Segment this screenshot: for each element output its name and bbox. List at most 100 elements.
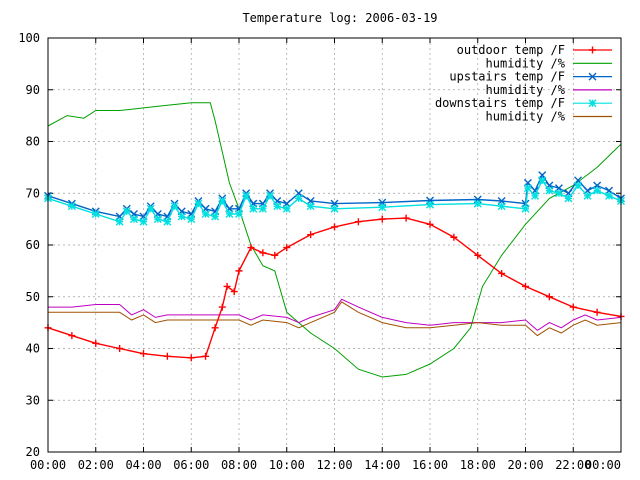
data-point xyxy=(283,244,291,252)
series-3 xyxy=(48,298,622,332)
data-point xyxy=(163,352,171,360)
legend-item: humidity /% xyxy=(486,56,612,70)
series-layer xyxy=(44,102,625,378)
data-point xyxy=(230,288,238,296)
y-tick-label: 30 xyxy=(26,393,40,407)
data-point xyxy=(235,209,243,218)
legend-item: humidity /% xyxy=(486,110,612,124)
series-line xyxy=(48,301,622,337)
x-tick-label: 22:00 xyxy=(555,458,591,472)
data-point xyxy=(474,251,482,259)
data-point xyxy=(564,194,573,203)
x-tick-label: 08:00 xyxy=(221,458,257,472)
data-point xyxy=(225,209,234,218)
y-tick-label: 80 xyxy=(26,135,40,149)
data-point xyxy=(218,303,226,311)
data-point xyxy=(306,202,315,211)
data-point xyxy=(307,231,315,239)
data-point xyxy=(522,282,529,290)
y-tick-label: 40 xyxy=(26,342,40,356)
data-point xyxy=(91,209,100,218)
data-point xyxy=(554,189,563,198)
data-point xyxy=(235,267,243,275)
data-point xyxy=(258,204,267,213)
data-point xyxy=(170,202,179,211)
data-point xyxy=(223,282,231,290)
plot-frame xyxy=(47,37,622,453)
data-point xyxy=(330,204,339,213)
y-tick-label: 90 xyxy=(26,83,40,97)
data-point xyxy=(249,204,258,213)
y-tick-label: 100 xyxy=(18,31,40,45)
data-point xyxy=(247,244,255,252)
series-line xyxy=(47,178,622,223)
data-point xyxy=(211,212,220,221)
data-point xyxy=(331,223,338,231)
y-tick-label: 50 xyxy=(26,290,40,304)
series-line xyxy=(47,102,622,378)
data-point xyxy=(498,269,506,277)
x-tick-label: 10:00 xyxy=(269,458,305,472)
data-point xyxy=(177,212,186,221)
data-point xyxy=(545,186,554,195)
data-point xyxy=(259,249,267,257)
legend-item: downstairs temp /F xyxy=(435,96,612,110)
legend-label: upstairs temp /F xyxy=(449,70,565,84)
data-point xyxy=(242,191,251,200)
data-point xyxy=(574,181,583,190)
x-tick-label: 14:00 xyxy=(364,458,400,472)
data-point xyxy=(354,218,362,226)
x-tick-label: 02:00 xyxy=(78,458,114,472)
data-point xyxy=(115,217,124,226)
series-line xyxy=(48,298,622,332)
data-point xyxy=(129,215,138,224)
data-point xyxy=(194,199,203,208)
legend-item: humidity /% xyxy=(486,83,612,97)
data-point xyxy=(116,345,124,352)
data-point xyxy=(426,220,434,228)
data-point xyxy=(140,350,147,358)
series-5 xyxy=(48,301,622,337)
x-tick-label: 20:00 xyxy=(507,458,543,472)
data-point xyxy=(523,184,532,193)
data-point xyxy=(531,191,540,200)
legend-label: humidity /% xyxy=(486,56,566,70)
data-point xyxy=(593,308,601,316)
legend-marker xyxy=(588,72,597,81)
legend-label: humidity /% xyxy=(486,83,566,97)
data-point xyxy=(378,215,386,223)
legend-item: outdoor temp /F xyxy=(457,43,612,57)
data-point xyxy=(153,215,162,224)
data-point xyxy=(538,176,547,185)
data-point xyxy=(163,217,172,226)
legend-label: humidity /% xyxy=(486,110,566,124)
series-4 xyxy=(44,176,625,226)
y-tick-label: 60 xyxy=(26,238,40,252)
data-point xyxy=(473,199,482,208)
data-point xyxy=(273,202,282,211)
data-point xyxy=(146,204,155,213)
data-point xyxy=(497,202,506,211)
data-point xyxy=(202,352,210,360)
data-point xyxy=(187,354,195,362)
series-1 xyxy=(47,102,622,378)
x-tick-label: 12:00 xyxy=(316,458,352,472)
series-0 xyxy=(44,214,625,362)
data-point xyxy=(122,207,131,216)
data-point xyxy=(402,214,410,222)
data-point xyxy=(68,332,76,340)
axis-ticks: 20 30 40 50 60 70 80 90 100 00:00 02:00 04:00 06:00 0… xyxy=(18,31,622,472)
data-point xyxy=(201,209,210,218)
legend-item: upstairs temp /F xyxy=(449,70,612,84)
x-tick-label: 00:00 xyxy=(585,458,621,472)
data-point xyxy=(583,191,592,200)
x-tick-label: 18:00 xyxy=(460,458,496,472)
data-point xyxy=(218,197,227,206)
data-point xyxy=(282,204,291,213)
data-point xyxy=(545,293,553,301)
legend-label: outdoor temp /F xyxy=(457,43,565,57)
x-tick-label: 00:00 xyxy=(30,458,66,472)
x-tick-label: 06:00 xyxy=(173,458,209,472)
